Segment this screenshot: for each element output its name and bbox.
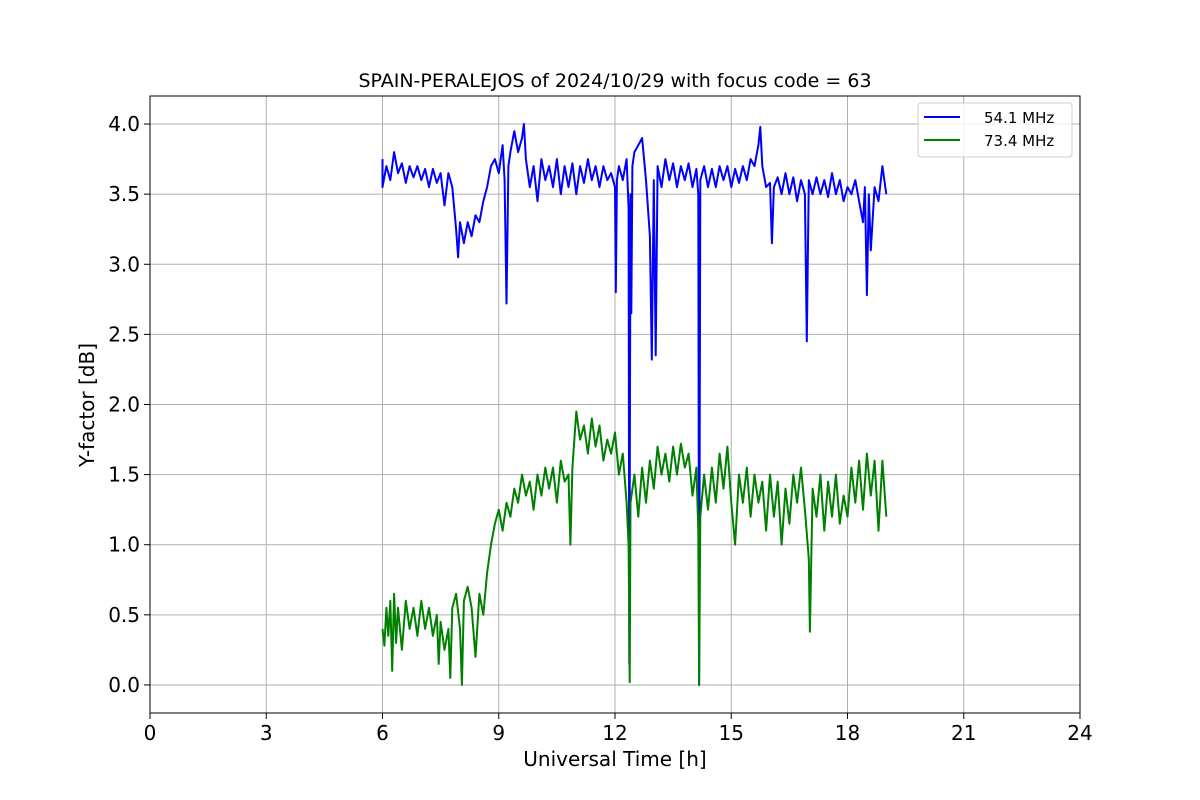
y-tick-label: 3.5 (108, 182, 140, 206)
series-layer (381, 123, 888, 686)
x-tick-label: 12 (602, 721, 627, 745)
x-tick-label: 3 (260, 721, 273, 745)
tick-layer: 0 3 6 9 12 15 18 21 24 0.0 0.5 1.0 1.5 2.0 2.5 3.0 3.5 4.… (108, 112, 1093, 745)
x-tick-label: 15 (719, 721, 744, 745)
series-line-1 (381, 410, 888, 686)
x-tick-label: 18 (835, 721, 860, 745)
y-tick-label: 3.0 (108, 252, 140, 276)
y-tick-label: 2.5 (108, 322, 140, 346)
x-axis-label: Universal Time [h] (523, 747, 706, 771)
y-tick-label: 0.0 (108, 673, 140, 697)
y-tick-label: 2.0 (108, 393, 140, 417)
series-line-0 (381, 123, 888, 686)
x-tick-label: 9 (492, 721, 505, 745)
x-tick-label: 0 (144, 721, 157, 745)
x-tick-label: 21 (951, 721, 976, 745)
y-tick-label: 4.0 (108, 112, 140, 136)
y-tick-label: 0.5 (108, 603, 140, 627)
y-axis-label: Y-factor [dB] (75, 343, 99, 468)
x-tick-label: 6 (376, 721, 389, 745)
legend-label-54mhz: 54.1 MHz (984, 109, 1054, 127)
x-tick-label: 24 (1067, 721, 1092, 745)
chart-title: SPAIN-PERALEJOS of 2024/10/29 with focus… (358, 70, 871, 92)
legend-label-73mhz: 73.4 MHz (984, 132, 1054, 150)
y-tick-label: 1.5 (108, 463, 140, 487)
legend: 54.1 MHz 73.4 MHz (917, 102, 1073, 158)
y-tick-label: 1.0 (108, 533, 140, 557)
